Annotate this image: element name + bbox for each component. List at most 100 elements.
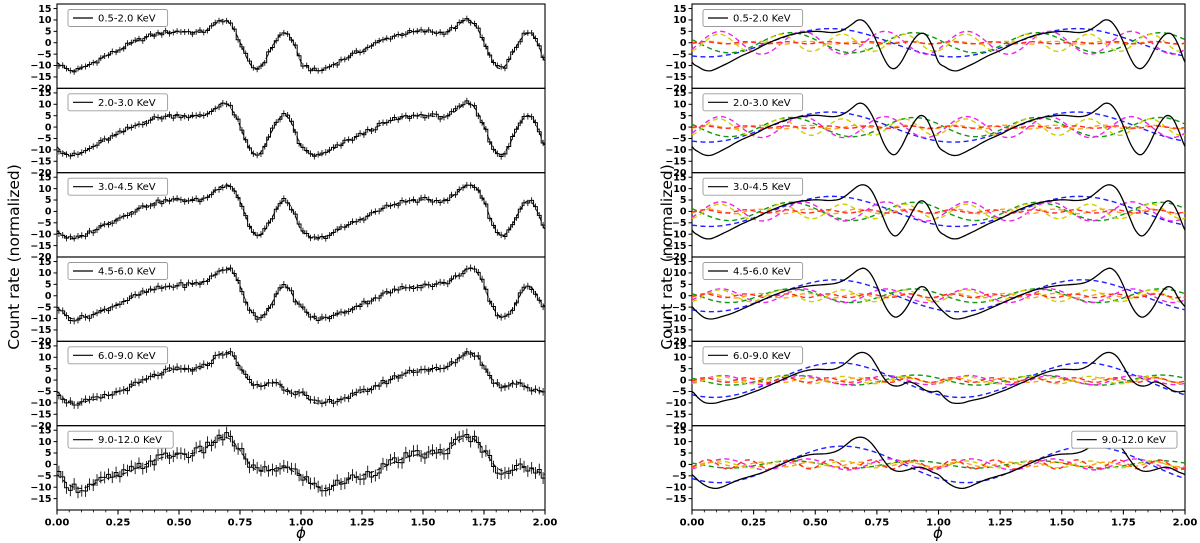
y-tick-label: 5 [45, 448, 52, 459]
x-tick-label: 0.25 [741, 518, 766, 529]
legend: 4.5-6.0 KeV [67, 262, 169, 280]
y-tick-label: 10 [673, 99, 687, 110]
y-tick-label: −15 [30, 494, 51, 505]
y-tick-label: −5 [37, 134, 52, 145]
y-axis-label-left: Count rate (normalized) [5, 164, 23, 350]
y-tick-label: −15 [665, 156, 686, 167]
y-tick-label: −15 [30, 156, 51, 167]
x-axis: 0.00 0.25 0.50 0.75 1.00 1.25 1.50 1.75 2.00 [680, 510, 1198, 529]
harmonic-curve-k4 [691, 33, 1186, 53]
y-tick-label-bottom: −20 [30, 252, 52, 263]
y-tick-label: 10 [38, 15, 52, 26]
legend-label: 4.5-6.0 KeV [733, 267, 791, 278]
error-bars [58, 426, 544, 499]
harmonic-curve-k6 [691, 459, 1186, 470]
error-bars [58, 15, 544, 75]
y-tick-label: 5 [680, 280, 687, 291]
x-tick-label: 2.00 [1173, 518, 1198, 529]
y-tick-label: −10 [665, 61, 687, 72]
legend: 9.0-12.0 KeV [67, 430, 174, 449]
y-tick-label: −10 [665, 482, 687, 493]
harmonic-curve-k2 [691, 374, 1186, 386]
legend: 9.0-12.0 KeV [1071, 430, 1178, 449]
x-tick-label: 1.00 [289, 518, 314, 529]
y-tick-label: −5 [672, 471, 687, 482]
y-tick-label: −15 [665, 241, 686, 252]
harmonic-curve-k5 [691, 377, 1186, 384]
x-tick-label: 0.50 [803, 518, 828, 529]
x-tick-label: 1.75 [1111, 518, 1136, 529]
y-tick-label: 15 [38, 88, 51, 99]
y-tick-label: 5 [45, 27, 52, 38]
legend-box [67, 430, 174, 449]
y-tick-label: −5 [37, 302, 52, 313]
y-tick-label-bottom: −20 [665, 337, 687, 348]
legend: 2.0-3.0 KeV [702, 93, 804, 112]
legend-label: 0.5-2.0 KeV [733, 14, 791, 25]
y-tick-label: 0 [680, 38, 687, 49]
y-tick-label-bottom: −20 [30, 337, 52, 348]
legend: 2.0-3.0 KeV [67, 93, 169, 112]
harmonic-curve-k6 [691, 209, 1186, 214]
band-0.5-2.0 KeV [56, 15, 546, 75]
y-tick-label: −15 [30, 409, 51, 420]
harmonic-curve-k3 [691, 201, 1186, 222]
band-2.0-3.0 KeV [56, 97, 546, 160]
y-tick-label: 5 [680, 448, 687, 459]
y-tick-label: 0 [680, 122, 687, 133]
y-tick-label: 15 [38, 425, 51, 436]
y-tick-label: 15 [673, 257, 686, 268]
total-model-curve [691, 267, 1186, 320]
y-tick-label: 5 [45, 280, 52, 291]
y-tick-label: 10 [673, 268, 687, 279]
y-tick-label: 0 [680, 207, 687, 218]
y-tick-label: −5 [672, 49, 687, 60]
band-6.0-9.0 KeV [56, 347, 546, 409]
band-3.0-4.5 KeV [56, 181, 546, 242]
y-tick-label: −10 [665, 145, 687, 156]
error-bars [58, 97, 544, 160]
y-tick-label: 0 [45, 38, 52, 49]
y-tick-label: 10 [38, 352, 52, 363]
y-tick-label: 0 [45, 291, 52, 302]
y-tick-label: −5 [37, 387, 52, 398]
error-bars [58, 264, 544, 325]
y-tick-label: 0 [45, 207, 52, 218]
legend-box [67, 262, 169, 280]
legend: 0.5-2.0 KeV [67, 9, 169, 27]
y-tick-label: −15 [665, 409, 686, 420]
y-tick-label: 10 [673, 437, 687, 448]
y-tick-label: −10 [665, 398, 687, 409]
y-tick-label: 15 [38, 257, 51, 268]
harmonic-curve-k6 [691, 293, 1186, 299]
band-9.0-12.0 KeV [56, 426, 546, 499]
band-0.5-2.0 KeV [691, 19, 1186, 72]
x-tick-label: 0.00 [45, 518, 70, 529]
legend-label: 4.5-6.0 KeV [98, 267, 156, 278]
y-tick-label: −15 [665, 325, 686, 336]
model-curve [56, 436, 546, 489]
y-tick-label: 10 [673, 184, 687, 195]
legend: 3.0-4.5 KeV [702, 177, 804, 196]
y-tick-label: −15 [30, 72, 51, 83]
x-tick-label: 0.50 [167, 518, 192, 529]
x-tick-label: 2.00 [533, 518, 558, 529]
x-tick-label: 0.75 [865, 518, 890, 529]
y-tick-label: −5 [672, 134, 687, 145]
model-curve [56, 184, 546, 240]
harmonic-curve-k5 [691, 461, 1186, 468]
x-axis-label-left: ϕ [296, 524, 306, 542]
harmonic-curve-k4 [691, 375, 1186, 385]
y-tick-label: 5 [680, 27, 687, 38]
x-tick-label: 0.75 [228, 518, 253, 529]
legend-label: 6.0-9.0 KeV [733, 351, 791, 362]
legend-box [702, 9, 804, 27]
legend: 0.5-2.0 KeV [702, 9, 804, 27]
y-tick-label: 0 [45, 122, 52, 133]
y-tick-label: −10 [665, 229, 687, 240]
error-bars [58, 181, 544, 242]
